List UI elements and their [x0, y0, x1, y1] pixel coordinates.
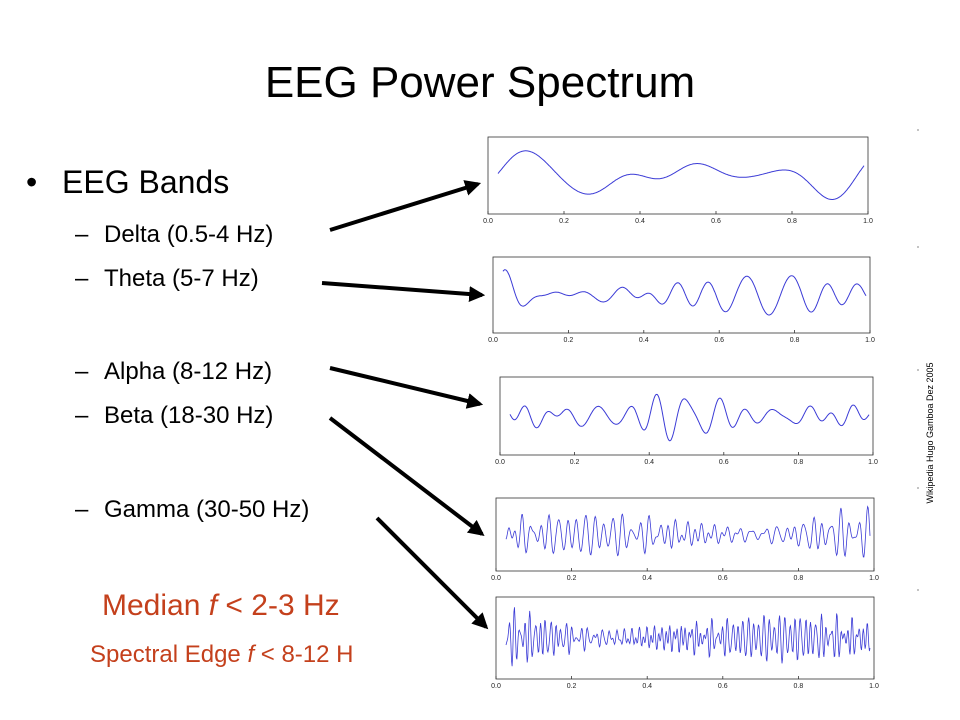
bullet-marker: •: [26, 164, 37, 200]
side-marks: [917, 129, 919, 591]
tick-label: 0.0: [483, 218, 493, 225]
band-label: Theta (5-7 Hz): [104, 265, 259, 292]
waveform: [505, 505, 871, 558]
panel-frame: [495, 497, 875, 572]
arrows: [321, 180, 489, 630]
waveform: [505, 607, 871, 667]
band-marker: –: [75, 358, 89, 385]
tick-label: 0.0: [491, 683, 501, 690]
tick-label: 1.0: [869, 683, 879, 690]
band-label: Delta (0.5-4 Hz): [104, 221, 273, 248]
panel-frame: [499, 376, 874, 456]
tick-label: 0.6: [718, 683, 728, 690]
text: Spectral Edge: [90, 641, 247, 668]
bullet-label: EEG Bands: [62, 164, 229, 200]
tick-label: 1.0: [868, 459, 878, 466]
band-label: Gamma (30-50 Hz): [104, 496, 309, 523]
band-marker: –: [75, 496, 89, 523]
tick-label: 0.2: [559, 218, 569, 225]
tick-label: 0.4: [639, 337, 649, 344]
band-label: Beta (18-30 Hz): [104, 402, 273, 429]
panel-frame: [495, 596, 875, 680]
credit: Wikipedia Hugo Gamboa Dez 2005: [925, 362, 935, 503]
tick-label: 0.6: [718, 575, 728, 582]
tick-label: 0.6: [711, 218, 721, 225]
tick-label: 0.6: [719, 459, 729, 466]
band-marker: –: [75, 221, 89, 248]
symbol: f: [209, 589, 220, 622]
text: Median: [102, 589, 209, 622]
tick-label: 0.4: [644, 459, 654, 466]
band-marker: –: [75, 402, 89, 429]
symbol: f: [247, 641, 256, 668]
band-marker: –: [75, 265, 89, 292]
tick-label: 0.8: [794, 459, 804, 466]
waveform: [502, 269, 867, 316]
tick-label: 0.4: [642, 575, 652, 582]
tick-label: 1.0: [865, 337, 875, 344]
tick-label: 1.0: [863, 218, 873, 225]
tick-label: 0.0: [491, 575, 501, 582]
waveform: [509, 393, 870, 442]
tick-label: 0.2: [564, 337, 574, 344]
tick-label: 0.0: [495, 459, 505, 466]
tick-label: 0.8: [794, 683, 804, 690]
tick-label: 0.8: [794, 575, 804, 582]
median-note: Median f < 2-3 Hz: [102, 589, 340, 622]
tick-label: 0.8: [790, 337, 800, 344]
panel-frame: [487, 136, 869, 215]
tick-label: 0.2: [567, 575, 577, 582]
text: < 8-12 H: [254, 641, 353, 668]
tick-label: 0.4: [635, 218, 645, 225]
tick-label: 1.0: [869, 575, 879, 582]
panel-frame: [492, 256, 871, 334]
tick-label: 0.4: [642, 683, 652, 690]
waveform: [497, 150, 865, 200]
slide-title: EEG Power Spectrum: [265, 58, 695, 107]
band-label: Alpha (8-12 Hz): [104, 358, 272, 385]
tick-label: 0.6: [714, 337, 724, 344]
edge-note: Spectral Edge f < 8-12 H: [90, 641, 354, 668]
text: < 2-3 Hz: [217, 589, 340, 622]
tick-label: 0.2: [570, 459, 580, 466]
tick-label: 0.8: [787, 218, 797, 225]
tick-label: 0.2: [567, 683, 577, 690]
tick-label: 0.0: [488, 337, 498, 344]
